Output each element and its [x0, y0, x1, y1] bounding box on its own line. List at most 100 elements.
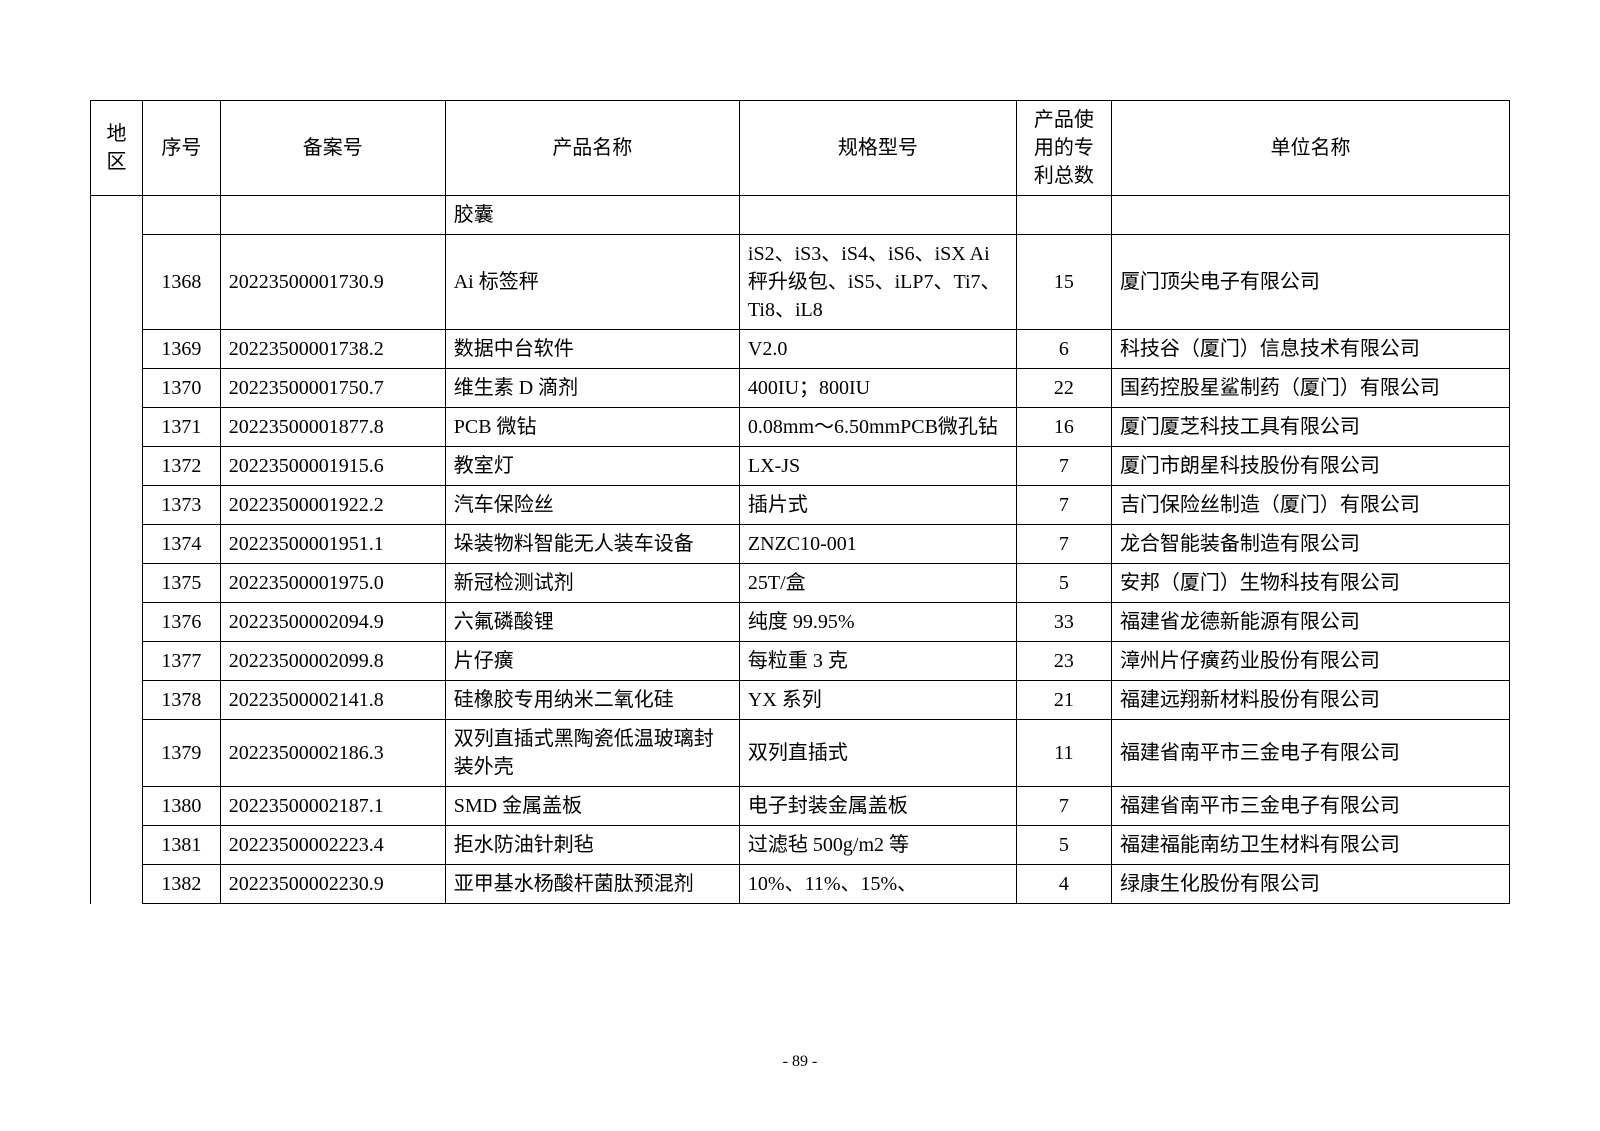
- cell-filing: 20223500001951.1: [220, 525, 445, 564]
- cell-spec: 电子封装金属盖板: [739, 787, 1016, 826]
- cell-spec: 每粒重 3 克: [739, 642, 1016, 681]
- cell-region: [91, 720, 143, 787]
- cell-product: Ai 标签秤: [445, 235, 739, 330]
- cell-product: 胶囊: [445, 196, 739, 235]
- cell-company: 福建省龙德新能源有限公司: [1111, 603, 1509, 642]
- cell-region: [91, 486, 143, 525]
- cell-region: [91, 826, 143, 865]
- cell-seq: 1378: [142, 681, 220, 720]
- cell-seq: 1368: [142, 235, 220, 330]
- cell-region: [91, 787, 143, 826]
- cell-patents: 5: [1016, 826, 1111, 865]
- cell-spec: 双列直插式: [739, 720, 1016, 787]
- cell-spec: YX 系列: [739, 681, 1016, 720]
- cell-filing: 20223500001750.7: [220, 369, 445, 408]
- cell-spec: 10%、11%、15%、: [739, 865, 1016, 904]
- data-table: 地区 序号 备案号 产品名称 规格型号 产品使用的专利总数 单位名称 胶囊 13…: [90, 100, 1510, 904]
- cell-company: 安邦（厦门）生物科技有限公司: [1111, 564, 1509, 603]
- cell-seq: 1372: [142, 447, 220, 486]
- cell-patents: 6: [1016, 330, 1111, 369]
- cell-region: [91, 603, 143, 642]
- cell-patents: 7: [1016, 525, 1111, 564]
- cell-company: 福建省南平市三金电子有限公司: [1111, 720, 1509, 787]
- cell-company: 国药控股星鲨制药（厦门）有限公司: [1111, 369, 1509, 408]
- cell-patents: 11: [1016, 720, 1111, 787]
- cell-product: 亚甲基水杨酸杆菌肽预混剂: [445, 865, 739, 904]
- cell-filing: 20223500002141.8: [220, 681, 445, 720]
- cell-product: 硅橡胶专用纳米二氧化硅: [445, 681, 739, 720]
- cell-product: 维生素 D 滴剂: [445, 369, 739, 408]
- cell-filing: 20223500001922.2: [220, 486, 445, 525]
- table-row: 1368 20223500001730.9 Ai 标签秤 iS2、iS3、iS4…: [91, 235, 1510, 330]
- table-row: 1374 20223500001951.1 垛装物料智能无人装车设备 ZNZC1…: [91, 525, 1510, 564]
- table-row: 胶囊: [91, 196, 1510, 235]
- cell-region: [91, 642, 143, 681]
- cell-filing: 20223500002223.4: [220, 826, 445, 865]
- cell-company: 厦门顶尖电子有限公司: [1111, 235, 1509, 330]
- cell-region: [91, 235, 143, 330]
- cell-company: [1111, 196, 1509, 235]
- cell-patents: 22: [1016, 369, 1111, 408]
- header-company: 单位名称: [1111, 101, 1509, 196]
- cell-filing: [220, 196, 445, 235]
- cell-spec: 纯度 99.95%: [739, 603, 1016, 642]
- cell-filing: 20223500001738.2: [220, 330, 445, 369]
- cell-filing: 20223500002187.1: [220, 787, 445, 826]
- cell-company: 福建福能南纺卫生材料有限公司: [1111, 826, 1509, 865]
- cell-seq: 1375: [142, 564, 220, 603]
- table-row: 1373 20223500001922.2 汽车保险丝 插片式 7 吉门保险丝制…: [91, 486, 1510, 525]
- cell-region: [91, 681, 143, 720]
- header-spec: 规格型号: [739, 101, 1016, 196]
- header-region: 地区: [91, 101, 143, 196]
- cell-filing: 20223500002230.9: [220, 865, 445, 904]
- cell-region: [91, 196, 143, 235]
- table-row: 1378 20223500002141.8 硅橡胶专用纳米二氧化硅 YX 系列 …: [91, 681, 1510, 720]
- table-row: 1380 20223500002187.1 SMD 金属盖板 电子封装金属盖板 …: [91, 787, 1510, 826]
- cell-spec: 25T/盒: [739, 564, 1016, 603]
- cell-region: [91, 865, 143, 904]
- table-row: 1379 20223500002186.3 双列直插式黑陶瓷低温玻璃封装外壳 双…: [91, 720, 1510, 787]
- cell-patents: 21: [1016, 681, 1111, 720]
- cell-filing: 20223500001915.6: [220, 447, 445, 486]
- header-seq: 序号: [142, 101, 220, 196]
- cell-company: 吉门保险丝制造（厦门）有限公司: [1111, 486, 1509, 525]
- cell-region: [91, 447, 143, 486]
- table-row: 1369 20223500001738.2 数据中台软件 V2.0 6 科技谷（…: [91, 330, 1510, 369]
- table-row: 1375 20223500001975.0 新冠检测试剂 25T/盒 5 安邦（…: [91, 564, 1510, 603]
- cell-company: 龙合智能装备制造有限公司: [1111, 525, 1509, 564]
- cell-seq: 1374: [142, 525, 220, 564]
- cell-product: PCB 微钻: [445, 408, 739, 447]
- cell-product: 汽车保险丝: [445, 486, 739, 525]
- cell-patents: [1016, 196, 1111, 235]
- document-page: 地区 序号 备案号 产品名称 规格型号 产品使用的专利总数 单位名称 胶囊 13…: [0, 0, 1600, 904]
- table-row: 1376 20223500002094.9 六氟磷酸锂 纯度 99.95% 33…: [91, 603, 1510, 642]
- cell-seq: 1377: [142, 642, 220, 681]
- cell-seq: 1380: [142, 787, 220, 826]
- cell-company: 科技谷（厦门）信息技术有限公司: [1111, 330, 1509, 369]
- table-row: 1372 20223500001915.6 教室灯 LX-JS 7 厦门市朗星科…: [91, 447, 1510, 486]
- cell-patents: 7: [1016, 486, 1111, 525]
- cell-seq: 1382: [142, 865, 220, 904]
- table-row: 1371 20223500001877.8 PCB 微钻 0.08mm～6.50…: [91, 408, 1510, 447]
- header-product: 产品名称: [445, 101, 739, 196]
- cell-patents: 5: [1016, 564, 1111, 603]
- cell-patents: 7: [1016, 787, 1111, 826]
- cell-filing: 20223500001877.8: [220, 408, 445, 447]
- cell-spec: LX-JS: [739, 447, 1016, 486]
- cell-spec: V2.0: [739, 330, 1016, 369]
- cell-spec: [739, 196, 1016, 235]
- cell-spec: 过滤毡 500g/m2 等: [739, 826, 1016, 865]
- cell-patents: 33: [1016, 603, 1111, 642]
- cell-filing: 20223500002094.9: [220, 603, 445, 642]
- cell-seq: 1371: [142, 408, 220, 447]
- cell-patents: 16: [1016, 408, 1111, 447]
- cell-region: [91, 369, 143, 408]
- cell-seq: 1369: [142, 330, 220, 369]
- cell-product: 教室灯: [445, 447, 739, 486]
- cell-product: 双列直插式黑陶瓷低温玻璃封装外壳: [445, 720, 739, 787]
- cell-patents: 7: [1016, 447, 1111, 486]
- header-filing: 备案号: [220, 101, 445, 196]
- cell-seq: [142, 196, 220, 235]
- cell-product: 新冠检测试剂: [445, 564, 739, 603]
- cell-product: 拒水防油针刺毡: [445, 826, 739, 865]
